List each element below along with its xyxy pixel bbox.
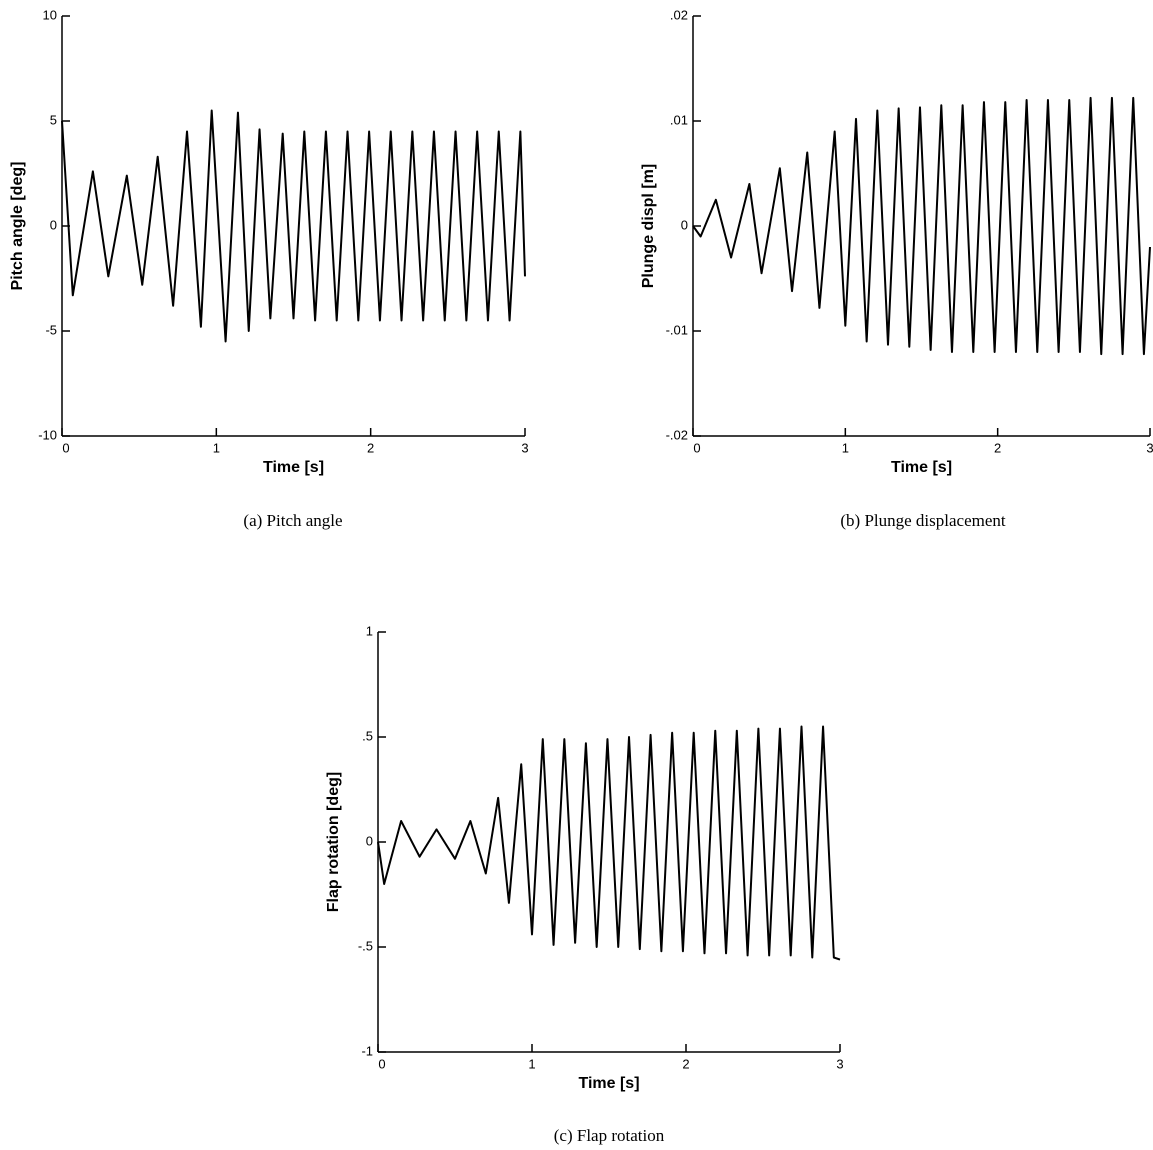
x-tick-label: 3 [1146,440,1153,455]
x-axis-title: Time [s] [891,459,952,476]
y-tick-label: 5 [50,112,57,127]
y-axis-title: Plunge displ [m] [640,164,657,288]
y-axis-title: Flap rotation [deg] [325,772,342,912]
y-tick-label: 0 [366,833,373,848]
x-tick-label: 1 [213,440,220,455]
data-line [377,725,841,961]
y-tick-label: -.5 [358,938,373,953]
caption: (c) Flap rotation [554,1126,665,1145]
y-tick-label: -5 [45,322,57,337]
x-tick-label: 0 [378,1056,385,1071]
x-axis-title: Time [s] [263,459,324,476]
data-line [61,109,526,343]
y-tick-label: 0 [50,217,57,232]
x-tick-label: 1 [842,440,849,455]
y-tick-label: .01 [670,112,688,127]
x-tick-label: 3 [521,440,528,455]
data-line [692,96,1151,356]
caption: (a) Pitch angle [243,511,342,530]
y-tick-label: -1 [361,1043,373,1058]
x-tick-label: 2 [994,440,1001,455]
x-tick-label: 0 [693,440,700,455]
y-axis-title: Pitch angle [deg] [9,162,26,291]
y-tick-label: 1 [366,623,373,638]
x-tick-label: 0 [62,440,69,455]
x-axis-title: Time [s] [578,1075,639,1092]
y-tick-label: -10 [38,427,57,442]
x-tick-label: 2 [367,440,374,455]
caption: (b) Plunge displacement [840,511,1006,530]
y-tick-label: -.02 [666,427,688,442]
y-tick-label: 0 [681,217,688,232]
y-tick-label: .02 [670,7,688,22]
y-tick-label: -.01 [666,322,688,337]
x-tick-label: 2 [682,1056,689,1071]
y-tick-label: .5 [362,728,373,743]
y-tick-label: 10 [43,7,57,22]
x-tick-label: 3 [836,1056,843,1071]
x-tick-label: 1 [528,1056,535,1071]
